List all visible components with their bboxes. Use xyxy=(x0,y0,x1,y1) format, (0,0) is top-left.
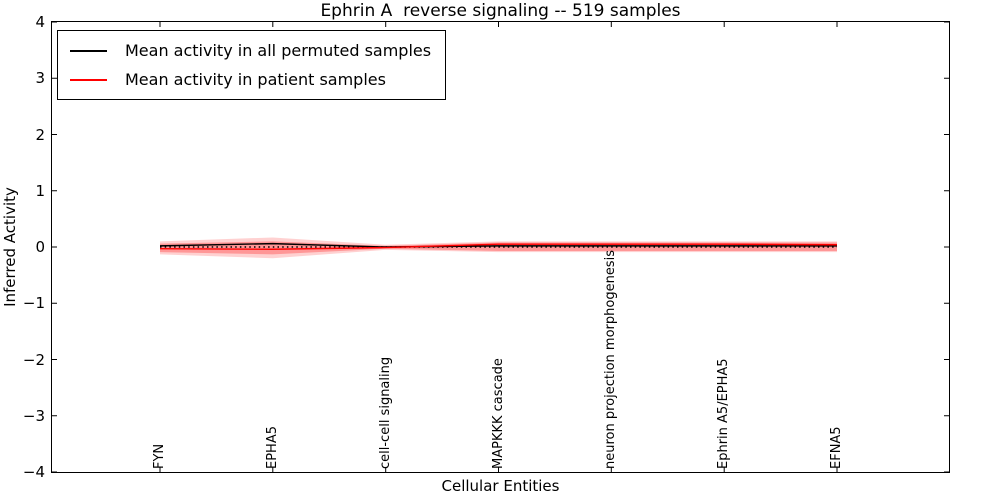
legend-label: Mean activity in patient samples xyxy=(125,70,386,89)
x-tick-label: EPHA5 xyxy=(264,426,280,469)
y-tick-label: −3 xyxy=(22,406,45,425)
legend-label: Mean activity in all permuted samples xyxy=(125,41,432,60)
legend-item: Mean activity in all permuted samples xyxy=(70,36,431,65)
y-tick-label: 1 xyxy=(35,181,45,200)
x-tick-label: cell-cell signaling xyxy=(377,356,393,469)
x-tick-label: Ephrin A5/EPHA5 xyxy=(716,358,732,469)
legend: Mean activity in all permuted samples Me… xyxy=(57,30,447,100)
plot-canvas xyxy=(52,22,949,472)
y-tick-label: 4 xyxy=(35,13,45,31)
band-patient-std-outer xyxy=(160,237,837,259)
x-axis-label: Cellular Entities xyxy=(441,477,560,495)
y-tick-label: 3 xyxy=(35,69,45,88)
series-line-0 xyxy=(159,242,837,248)
legend-line-swatch-patient xyxy=(70,78,107,81)
y-tick-label: −2 xyxy=(22,350,45,369)
x-tick-label: FYN xyxy=(152,443,167,469)
x-tick-label: MAPKKK cascade xyxy=(490,358,506,469)
y-tick-label: −4 xyxy=(22,463,45,481)
series-line-1 xyxy=(159,243,838,250)
chart-title: Ephrin A reverse signaling -- 519 sample… xyxy=(320,1,681,21)
x-tick-label: neuron projection morphogenesis xyxy=(603,250,619,469)
legend-item: Mean activity in patient samples xyxy=(70,65,431,94)
y-tick-label: 0 xyxy=(35,238,45,256)
y-tick-label: 2 xyxy=(35,125,45,144)
legend-line-swatch-permuted xyxy=(70,49,107,52)
y-tick-label: −1 xyxy=(22,294,45,313)
x-tick-label: EFNA5 xyxy=(829,426,844,469)
